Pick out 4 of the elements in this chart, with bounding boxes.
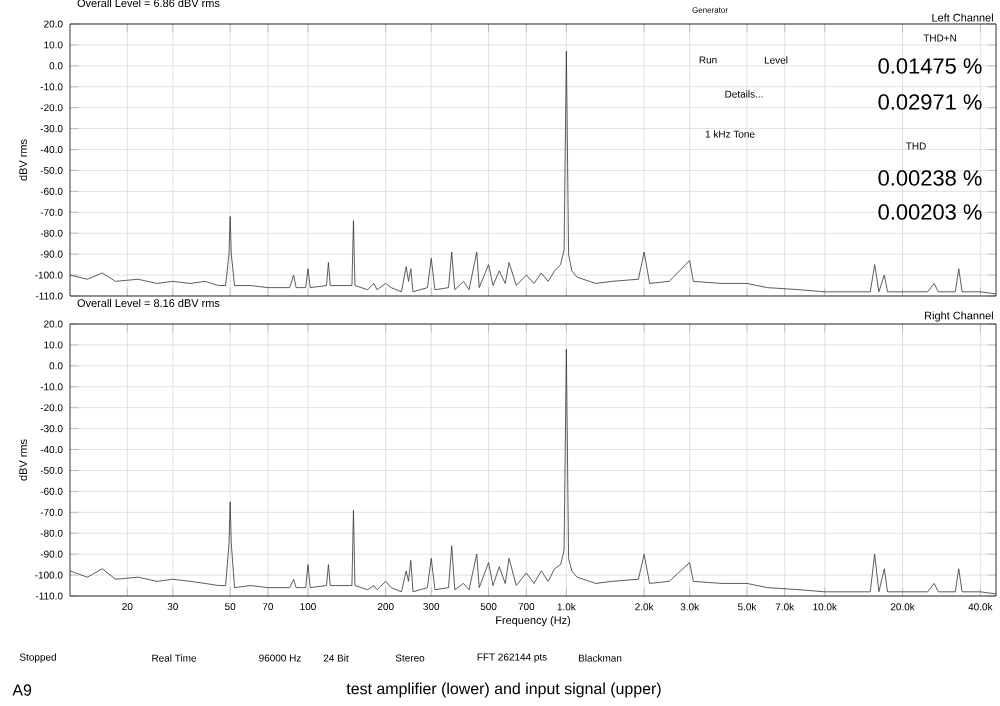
- annotation: 0.01475 %: [878, 58, 982, 74]
- annotation: 0.00203 %: [878, 204, 982, 220]
- annotation: 0.02971 %: [878, 94, 982, 110]
- annotation: 0.00238 %: [878, 170, 982, 186]
